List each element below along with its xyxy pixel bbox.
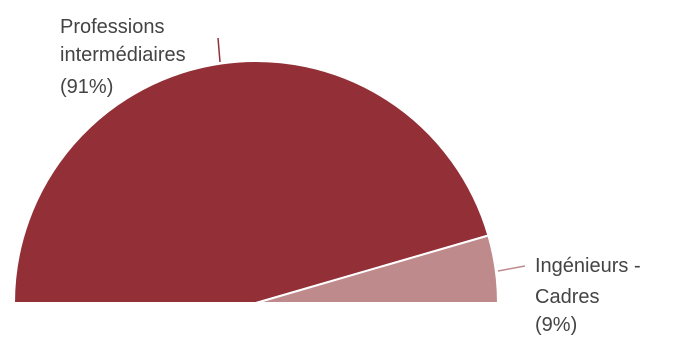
chart-slices — [13, 60, 499, 304]
slice-label-line: Cadres — [535, 286, 599, 308]
slice-professions-intermediaires — [13, 60, 490, 304]
chart-leader-lines — [217, 37, 526, 272]
slice-label-professions-intermediaires: Professions intermédiaires (91%) — [60, 16, 191, 98]
slice-label-line: intermédiaires — [60, 44, 186, 66]
slice-label-percent: (9%) — [535, 314, 577, 336]
slice-label-line: Ingénieurs - — [535, 255, 641, 277]
slice-label-percent: (91%) — [60, 76, 113, 98]
leader-line — [497, 265, 526, 272]
leader-line — [217, 37, 221, 63]
slice-label-ingenieurs-cadres: Ingénieurs - Cadres (9%) — [535, 255, 646, 336]
slice-label-line: Professions — [60, 16, 165, 38]
slice-ingenieurs-cadres — [255, 234, 499, 304]
